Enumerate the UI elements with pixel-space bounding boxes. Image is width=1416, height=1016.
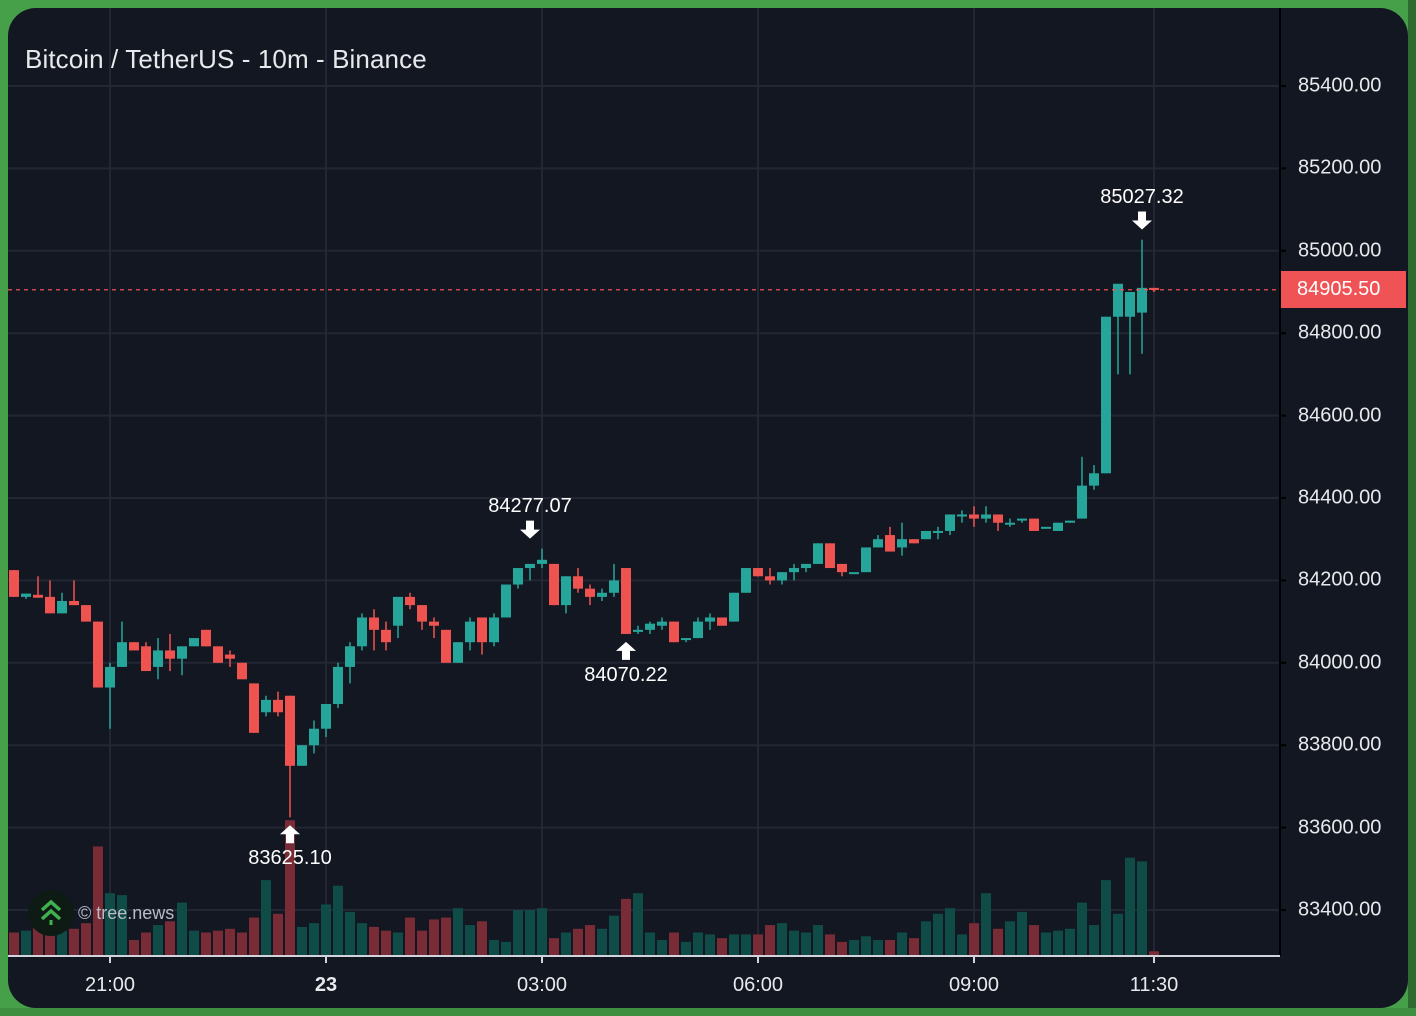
price-tick-label: 83600.00 [1298, 816, 1382, 839]
low-price-marker: 84070.22 [584, 663, 668, 686]
time-tick-label: 21:00 [84, 974, 136, 996]
watermark: © tree.news [28, 890, 174, 936]
watermark-text: © tree.news [78, 902, 175, 923]
price-tick-label: 85200.00 [1298, 156, 1382, 179]
time-tick-label: 11:30 [1129, 974, 1179, 996]
time-tick-label: 23 [314, 974, 338, 996]
time-tick-label: 09:00 [948, 974, 1000, 996]
frame-edge [1408, 0, 1416, 1016]
price-tick-label: 83400.00 [1298, 898, 1382, 921]
price-tick-label: 84800.00 [1298, 321, 1382, 344]
grid-lines [8, 8, 1280, 956]
chart-title: Bitcoin / TetherUS - 10m - Binance [25, 44, 427, 74]
candles [9, 239, 1159, 818]
marker-arrows [280, 211, 1152, 844]
axes [8, 8, 1286, 963]
price-tick-label: 85400.00 [1298, 74, 1382, 97]
volume-bars [9, 820, 1159, 955]
price-tick-label: 83800.00 [1298, 733, 1382, 756]
frame-edge-bottom [0, 1008, 1416, 1016]
chart-frame [8, 8, 1408, 1008]
price-tick-label: 84200.00 [1298, 568, 1382, 591]
low-price-marker: 83625.10 [248, 847, 332, 870]
time-tick-label: 03:00 [516, 974, 568, 996]
price-tick-label: 84600.00 [1298, 404, 1382, 427]
price-tick-label: 84400.00 [1298, 486, 1382, 509]
tree-chevron-icon [28, 890, 74, 936]
high-price-marker: 85027.32 [1100, 185, 1184, 208]
price-tick-label: 84000.00 [1298, 651, 1382, 674]
last-price-badge: 84905.50 [1281, 271, 1406, 308]
high-price-marker: 84277.07 [488, 494, 572, 517]
price-tick-label: 85000.00 [1298, 239, 1382, 262]
time-tick-label: 06:00 [732, 974, 784, 996]
